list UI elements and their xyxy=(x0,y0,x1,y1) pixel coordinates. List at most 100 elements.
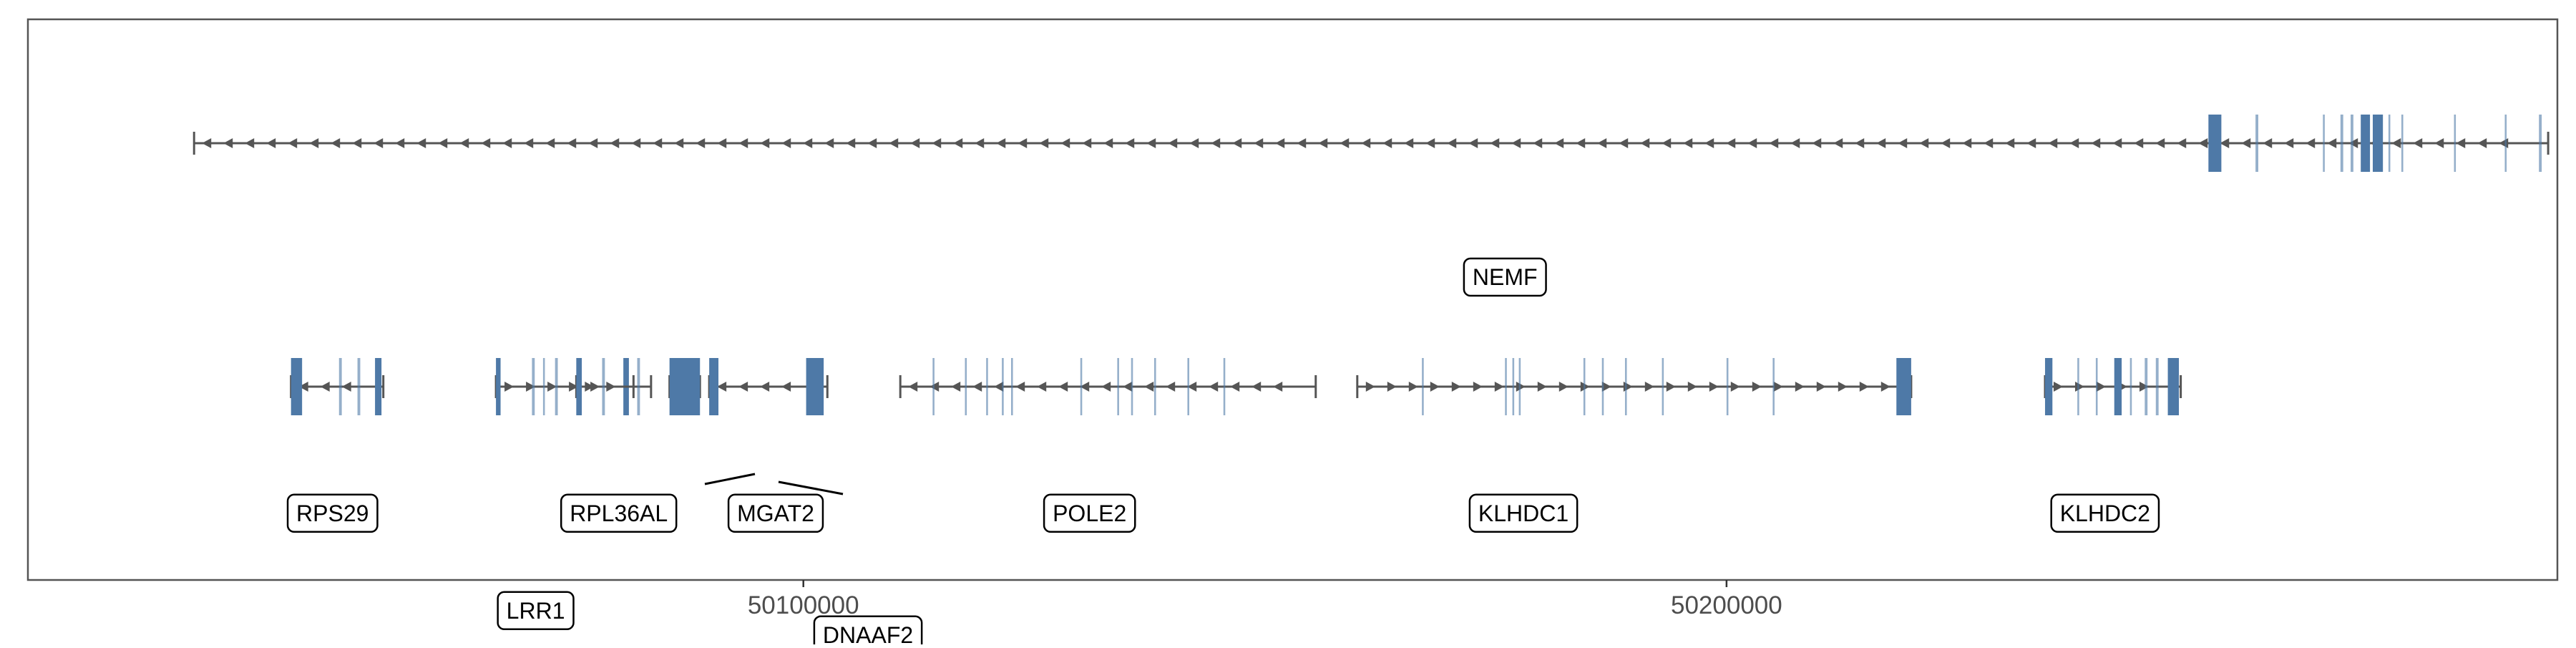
x-tick-label: 50200000 xyxy=(1671,591,1782,619)
exon xyxy=(965,358,967,415)
strand-arrow xyxy=(2477,138,2487,148)
strand-arrow xyxy=(1340,138,1350,148)
strand-arrow xyxy=(1640,138,1650,148)
exon xyxy=(576,358,582,415)
gene-label-klhdc1: KLHDC1 xyxy=(1468,493,1579,533)
strand-arrow xyxy=(2091,138,2101,148)
exon xyxy=(669,358,701,415)
strand-arrow xyxy=(1683,138,1693,148)
strand-arrow xyxy=(1597,138,1607,148)
exon xyxy=(1223,358,1226,415)
exon xyxy=(2044,358,2053,415)
strand-arrow xyxy=(910,138,920,148)
strand-arrow xyxy=(1859,382,1869,392)
x-axis: 50100000 50200000 xyxy=(748,580,1782,619)
strand-arrow xyxy=(585,382,595,392)
strand-arrow xyxy=(524,138,534,148)
exon xyxy=(986,358,988,415)
strand-arrow xyxy=(1855,138,1865,148)
strand-arrow xyxy=(526,382,536,392)
exon xyxy=(496,358,501,415)
strand-arrow xyxy=(1494,382,1504,392)
strand-arrow xyxy=(606,382,616,392)
plot-panel-border xyxy=(26,18,2559,581)
strand-arrow xyxy=(2112,138,2122,148)
exon xyxy=(932,358,935,415)
gene-label-text: DNAAF2 xyxy=(823,622,913,644)
strand-arrow xyxy=(1558,382,1568,392)
exon xyxy=(2372,115,2384,172)
strand-arrow xyxy=(2198,138,2208,148)
strand-arrow xyxy=(545,138,555,148)
strand-arrow xyxy=(1687,382,1697,392)
strand-arrow xyxy=(2134,138,2144,148)
strand-arrow xyxy=(1473,382,1483,392)
strand-arrow xyxy=(1554,138,1564,148)
strand-arrow xyxy=(1898,138,1908,148)
strand-arrow xyxy=(610,138,620,148)
strand-arrow xyxy=(1752,382,1762,392)
strand-arrow xyxy=(2096,382,2106,392)
strand-arrow xyxy=(2391,138,2401,148)
strand-arrow xyxy=(1408,382,1418,392)
gene-rpl36al xyxy=(575,358,653,415)
strand-arrow xyxy=(202,138,212,148)
exon xyxy=(1117,358,1119,415)
exon xyxy=(1002,358,1004,415)
exon xyxy=(1505,358,1507,415)
strand-arrow xyxy=(1365,382,1375,392)
strand-arrow xyxy=(908,382,918,392)
strand-arrow xyxy=(1103,138,1113,148)
strand-arrow xyxy=(1838,382,1848,392)
strand-arrow xyxy=(1230,382,1240,392)
strand-arrow xyxy=(1704,138,1714,148)
exon xyxy=(2361,115,2371,172)
gene-klhdc1 xyxy=(1356,358,1913,415)
exon xyxy=(1601,358,1604,415)
exon xyxy=(1726,358,1729,415)
strand-arrow xyxy=(1451,382,1461,392)
strand-arrow xyxy=(1273,382,1283,392)
gene-label-text: NEMF xyxy=(1473,264,1538,290)
strand-arrow xyxy=(1769,138,1779,148)
strand-arrow xyxy=(717,138,727,148)
exon xyxy=(1131,358,1133,415)
strand-arrow xyxy=(1516,382,1526,392)
strand-arrow xyxy=(1726,138,1736,148)
strand-arrow xyxy=(1468,138,1478,148)
exon xyxy=(2208,115,2222,172)
strand-arrow xyxy=(1876,138,1886,148)
gene-label-mgat2: MGAT2 xyxy=(727,493,824,533)
strand-arrow xyxy=(951,382,961,392)
strand-arrow xyxy=(2327,138,2337,148)
gene-rps29 xyxy=(290,358,385,415)
exon xyxy=(2077,358,2079,415)
x-tick-label: 50100000 xyxy=(748,591,859,619)
exon xyxy=(291,358,303,415)
strand-arrow xyxy=(2177,138,2187,148)
strand-arrow xyxy=(1211,138,1221,148)
strand-arrow xyxy=(1297,138,1307,148)
strand-arrow xyxy=(266,138,276,148)
strand-arrow xyxy=(1101,382,1111,392)
exon xyxy=(542,358,545,415)
strand-arrow xyxy=(867,138,877,148)
strand-arrow xyxy=(481,138,491,148)
strand-arrow xyxy=(1254,138,1264,148)
gene-label-box xyxy=(727,493,824,533)
strand-arrow xyxy=(374,138,384,148)
strand-arrow xyxy=(1984,138,1994,148)
exon xyxy=(357,358,361,415)
strand-arrow xyxy=(395,138,405,148)
strand-arrow xyxy=(889,138,899,148)
strand-arrow xyxy=(1730,382,1740,392)
exon xyxy=(338,358,342,415)
strand-arrow xyxy=(631,138,641,148)
strand-arrow xyxy=(1404,138,1414,148)
strand-arrow xyxy=(803,138,813,148)
strand-arrow xyxy=(824,138,834,148)
exon xyxy=(1011,358,1013,415)
gene-pole2 xyxy=(899,358,1317,415)
strand-arrow xyxy=(1189,138,1199,148)
